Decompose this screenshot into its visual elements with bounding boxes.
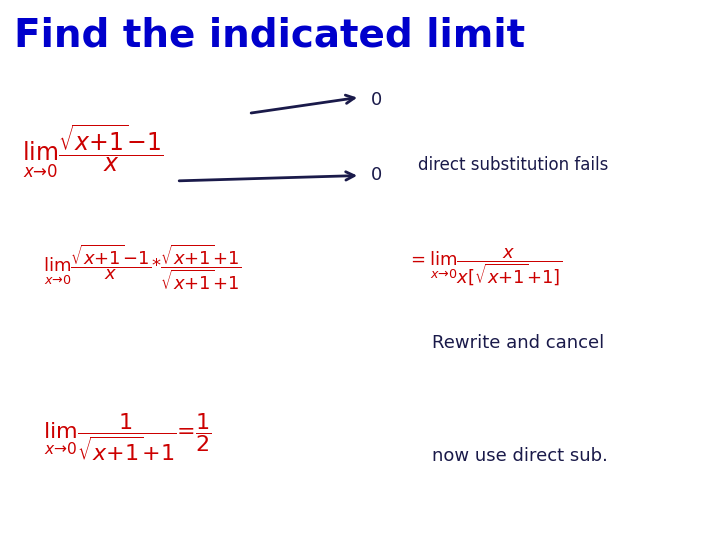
Text: $\lim_{x \to 0} \dfrac{1}{\sqrt{x+1}+1} = \dfrac{1}{2}$: $\lim_{x \to 0} \dfrac{1}{\sqrt{x+1}+1} … bbox=[43, 411, 212, 463]
Text: $\lim_{x \to 0} \dfrac{\sqrt{x+1}-1}{x}$: $\lim_{x \to 0} \dfrac{\sqrt{x+1}-1}{x}$ bbox=[22, 122, 163, 180]
Text: $\lim_{x \to 0} \dfrac{\sqrt{x+1}-1}{x} * \dfrac{\sqrt{x+1}+1}{\sqrt{x+1}+1}$: $\lim_{x \to 0} \dfrac{\sqrt{x+1}-1}{x} … bbox=[43, 242, 241, 292]
Text: now use direct sub.: now use direct sub. bbox=[432, 447, 608, 465]
Text: Rewrite and cancel: Rewrite and cancel bbox=[432, 334, 604, 352]
Text: 0: 0 bbox=[371, 91, 382, 109]
Text: 0: 0 bbox=[371, 166, 382, 185]
Text: direct substitution fails: direct substitution fails bbox=[418, 156, 608, 174]
Text: Find the indicated limit: Find the indicated limit bbox=[14, 16, 526, 54]
Text: $= \lim_{x \to 0} \dfrac{x}{x[\sqrt{x+1}+1]}$: $= \lim_{x \to 0} \dfrac{x}{x[\sqrt{x+1}… bbox=[407, 247, 562, 288]
